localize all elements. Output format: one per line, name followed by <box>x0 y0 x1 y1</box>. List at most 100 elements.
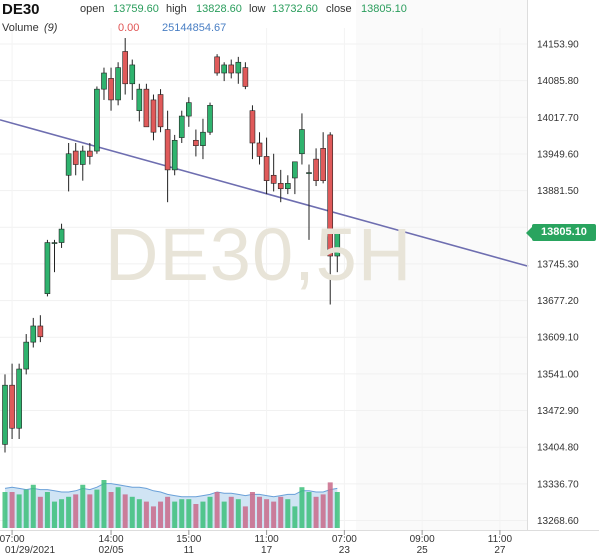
volume-bar <box>264 499 270 528</box>
volume-bar <box>158 501 164 528</box>
volume-bar <box>37 496 43 528</box>
close-value: 13805.10 <box>361 3 407 15</box>
candle-up <box>2 384 8 445</box>
volume-bar <box>30 484 36 528</box>
price-tick-label: 13949.60 <box>537 149 579 160</box>
price-tick-label: 13268.60 <box>537 516 579 527</box>
candle-up <box>334 231 341 257</box>
last-price-tag: 13805.10 <box>526 224 596 241</box>
candle-up <box>284 183 291 190</box>
volume-bar <box>143 501 149 528</box>
date-tick-label: 17 <box>261 545 273 556</box>
candle-down <box>242 67 249 87</box>
volume-bar <box>101 480 107 528</box>
volume-bar <box>200 501 206 528</box>
time-tick-label: 11:00 <box>254 534 279 545</box>
volume-bar <box>221 501 227 528</box>
candle-down <box>87 150 93 157</box>
price-axis[interactable]: 14153.90 14085.80 14017.70 13949.60 13881.50… <box>527 0 580 530</box>
volume-ma-line <box>4 483 338 498</box>
price-tick-label: 13336.70 <box>537 479 579 490</box>
time-tick-label: 11:00 <box>488 534 513 545</box>
candle-up <box>178 115 185 138</box>
candle-up <box>101 72 107 90</box>
volume-bar <box>207 496 213 528</box>
volume-label[interactable]: Volume <box>2 22 39 34</box>
volume-bar <box>271 501 277 528</box>
close-label: close <box>326 3 352 15</box>
date-tick-label: 23 <box>339 545 351 556</box>
open-label: open <box>80 3 105 15</box>
volume-bar <box>2 492 8 528</box>
volume-bar <box>73 494 79 528</box>
volume-bar <box>313 496 319 528</box>
candle-up <box>79 150 86 165</box>
candle-up <box>186 102 192 117</box>
volume-bar <box>327 482 333 528</box>
volume-bar <box>242 506 248 528</box>
candle-up <box>51 242 58 244</box>
candle-up <box>30 325 37 343</box>
candle-down <box>164 129 171 171</box>
price-tick-label: 14085.80 <box>537 76 579 87</box>
volume-period: (9) <box>44 22 58 34</box>
low-label: low <box>249 3 266 15</box>
time-tick-label: 07:00 <box>0 534 25 545</box>
volume-bar <box>193 504 199 528</box>
grid <box>0 28 527 530</box>
volume-bar <box>165 496 171 528</box>
volume-bar <box>228 496 234 528</box>
candle-down <box>108 78 114 101</box>
candle-up <box>200 131 206 146</box>
candle-down <box>277 183 284 190</box>
date-tick-label: 01/29/2021 <box>5 545 55 556</box>
symbol-label[interactable]: DE30 <box>2 1 40 18</box>
candle-down <box>122 51 128 85</box>
candle-up <box>65 153 72 176</box>
low-value: 13732.60 <box>272 3 318 15</box>
candle-up <box>136 88 143 111</box>
volume-bar <box>320 494 326 528</box>
price-tick-label: 14017.70 <box>537 113 579 124</box>
ohlc-header: DE30 open 13759.60 high 13828.60 low 137… <box>0 1 599 19</box>
volume-bar <box>214 492 220 528</box>
volume-bar <box>278 496 284 528</box>
candle-down <box>263 156 270 181</box>
candle-up <box>292 161 298 179</box>
volume-bar <box>59 499 65 528</box>
time-tick-label: 14:00 <box>99 534 124 545</box>
candle-up <box>23 341 30 370</box>
volume-bar <box>235 499 241 528</box>
volume-bar <box>179 499 185 528</box>
volume-bar <box>249 492 255 528</box>
volume-header: Volume (9) 0.00 25144854.67 <box>0 22 300 38</box>
candle-down <box>150 99 157 133</box>
volume-bar <box>87 494 93 528</box>
volume-bar <box>334 492 340 528</box>
candle-up <box>306 172 312 174</box>
candle-up <box>171 139 178 171</box>
volume-bar <box>257 496 263 528</box>
candle-down <box>37 325 44 338</box>
volume-bar <box>186 499 192 528</box>
candle-down <box>270 174 277 184</box>
price-tick-label: 13541.00 <box>537 369 579 380</box>
candles <box>2 38 341 453</box>
price-tick-label: 13881.50 <box>537 186 579 197</box>
candle-up <box>58 228 65 243</box>
high-value: 13828.60 <box>196 3 242 15</box>
volume-bar <box>80 484 86 528</box>
volume-bar <box>306 492 312 528</box>
high-label: high <box>166 3 187 15</box>
trendline <box>0 119 529 268</box>
candle-down <box>193 139 199 146</box>
price-tick-label: 13745.30 <box>537 259 579 270</box>
price-tick-label: 13677.20 <box>537 296 579 307</box>
volume-bar <box>66 496 72 528</box>
price-tick-label: 13404.80 <box>537 443 579 454</box>
volume-bar <box>172 501 178 528</box>
time-axis[interactable]: 07:0001/29/202114:0002/0515:001111:00170… <box>0 530 599 556</box>
time-tick-label: 07:00 <box>332 534 357 545</box>
candle-down <box>72 150 79 165</box>
